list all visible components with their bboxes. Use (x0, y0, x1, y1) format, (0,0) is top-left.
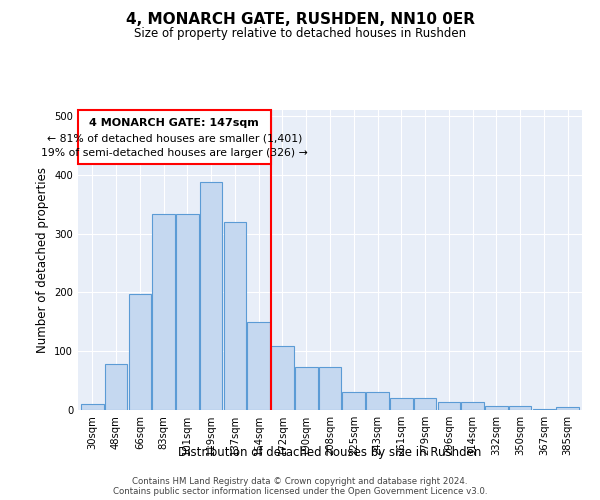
Bar (105, 364, 127, 410)
Text: Contains HM Land Registry data © Crown copyright and database right 2024.: Contains HM Land Registry data © Crown c… (132, 476, 468, 486)
Bar (152, 214, 175, 410)
Bar (128, 294, 151, 410)
Bar (319, 367, 341, 410)
Bar (247, 322, 270, 410)
Text: 4 MONARCH GATE: 147sqm: 4 MONARCH GATE: 147sqm (89, 118, 259, 128)
Bar (343, 392, 365, 410)
Text: 19% of semi-detached houses are larger (326) →: 19% of semi-detached houses are larger (… (41, 148, 308, 158)
Text: ← 81% of detached houses are smaller (1,401): ← 81% of detached houses are smaller (1,… (47, 133, 302, 143)
Bar (533, 409, 555, 410)
Bar (556, 407, 579, 410)
Bar (271, 346, 294, 410)
Text: 4, MONARCH GATE, RUSHDEN, NN10 0ER: 4, MONARCH GATE, RUSHDEN, NN10 0ER (125, 12, 475, 28)
Y-axis label: Number of detached properties: Number of detached properties (36, 167, 49, 353)
Bar (176, 214, 199, 410)
Bar (509, 406, 532, 410)
Bar (390, 398, 413, 410)
Text: Distribution of detached houses by size in Rushden: Distribution of detached houses by size … (178, 446, 482, 459)
Bar (295, 367, 317, 410)
Bar (437, 402, 460, 410)
Bar (366, 392, 389, 410)
Bar (485, 406, 508, 410)
Bar (224, 222, 246, 410)
Bar (81, 404, 104, 410)
Text: Contains public sector information licensed under the Open Government Licence v3: Contains public sector information licen… (113, 486, 487, 496)
Bar (461, 402, 484, 410)
Bar (200, 182, 223, 410)
Bar (414, 398, 436, 410)
Text: Size of property relative to detached houses in Rushden: Size of property relative to detached ho… (134, 28, 466, 40)
